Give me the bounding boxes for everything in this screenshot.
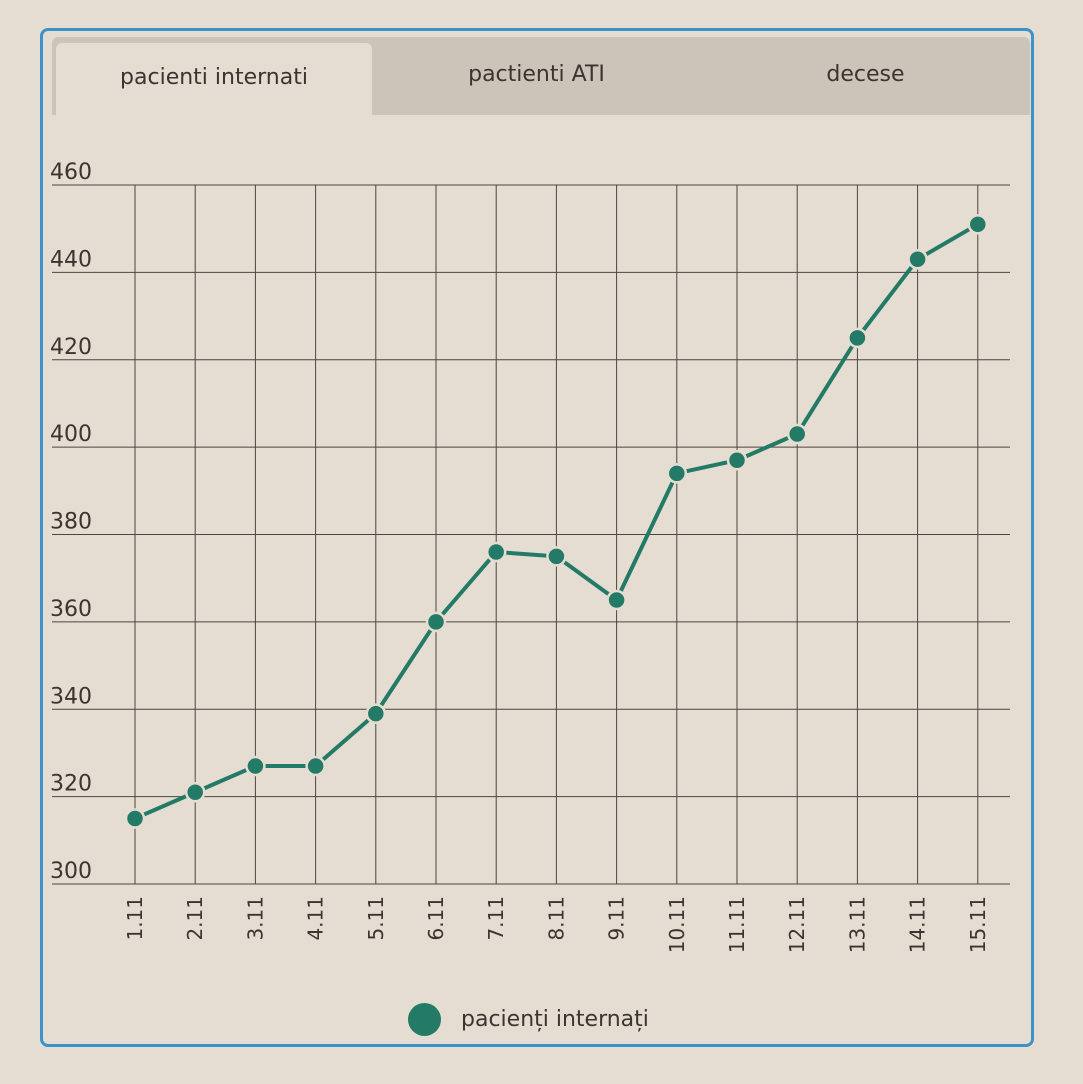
data-point: [546, 546, 567, 567]
y-tick-label: 300: [50, 859, 92, 884]
tab-bar: pacienti internati pactienti ATI decese: [52, 37, 1030, 115]
data-point: [245, 755, 266, 777]
data-point: [847, 327, 868, 349]
chart-frame: [40, 28, 1034, 1047]
legend-marker: [408, 1003, 441, 1036]
data-point: [726, 449, 748, 471]
data-point: [786, 423, 808, 445]
x-tick-label: 7.11: [484, 896, 508, 941]
x-tick-label: 5.11: [364, 896, 388, 941]
data-point: [666, 463, 688, 484]
legend: pacienți internați: [408, 1003, 649, 1036]
x-tick-label: 1.11: [123, 896, 147, 941]
data-point: [425, 611, 447, 633]
data-point: [124, 808, 146, 829]
y-tick-label: 380: [50, 510, 92, 535]
data-point: [184, 782, 206, 803]
x-tick-label: 8.11: [544, 896, 568, 941]
data-point: [907, 249, 928, 270]
x-tick-label: 15.11: [966, 896, 990, 953]
y-tick-label: 420: [50, 335, 92, 360]
tab-decese[interactable]: decese: [826, 61, 905, 87]
x-tick-label: 4.11: [304, 896, 328, 941]
x-tick-label: 14.11: [906, 896, 930, 953]
tab-pacienti-internati[interactable]: pacienti internati: [56, 43, 372, 115]
legend-label: pacienți internați: [461, 1007, 649, 1032]
x-tick-label: 13.11: [845, 896, 869, 953]
x-tick-label: 3.11: [243, 896, 267, 941]
y-tick-label: 400: [50, 422, 92, 447]
data-point: [485, 541, 507, 563]
y-tick-label: 340: [50, 684, 92, 709]
x-tick-label: 12.11: [785, 896, 809, 953]
y-tick-label: 360: [50, 597, 92, 622]
x-tick-label: 2.11: [183, 896, 207, 941]
y-tick-label: 320: [50, 772, 92, 797]
tab-pacienti-ati[interactable]: pactienti ATI: [468, 61, 605, 87]
y-tick-label: 440: [50, 247, 92, 272]
y-tick-label: 460: [50, 160, 92, 185]
x-tick-label: 11.11: [725, 896, 749, 953]
x-tick-label: 10.11: [665, 896, 689, 953]
data-point: [606, 589, 627, 611]
x-tick-label: 9.11: [605, 896, 629, 941]
x-tick-label: 6.11: [424, 896, 448, 941]
data-point: [305, 755, 326, 777]
data-point: [365, 703, 387, 724]
data-point: [967, 214, 989, 235]
